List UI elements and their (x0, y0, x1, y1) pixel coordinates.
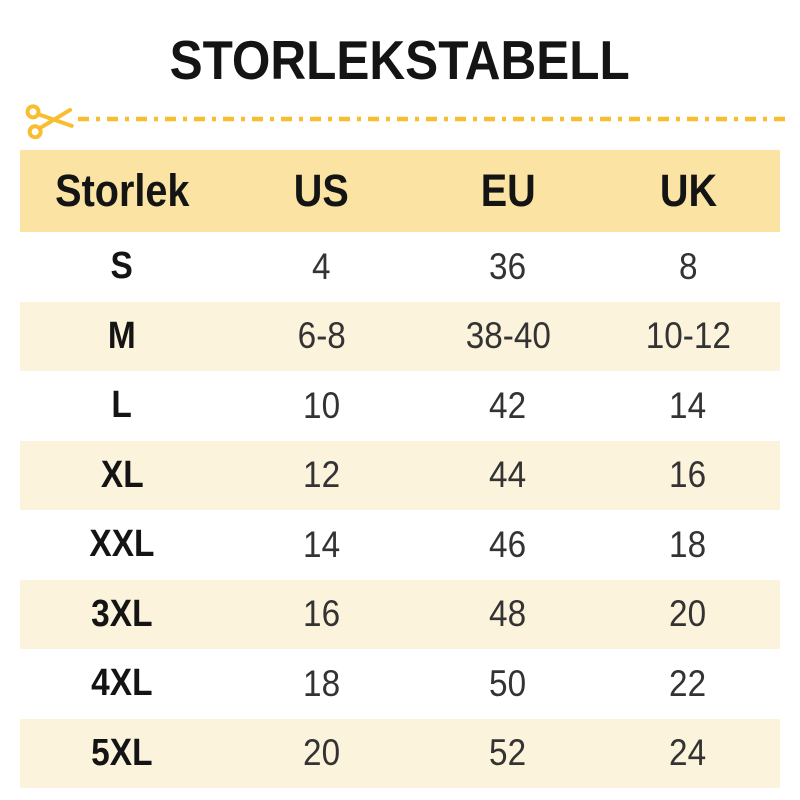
cell-us: 12 (303, 454, 341, 496)
cell-eu: 46 (489, 523, 527, 565)
table-row-s: S 4 36 8 (20, 232, 780, 302)
header-uk-column: UK (596, 165, 780, 217)
cell-eu: 36 (489, 245, 527, 287)
header-us-label: US (294, 165, 350, 216)
dashed-cut-line (78, 116, 792, 122)
cell-uk: 22 (669, 662, 707, 704)
cell-uk: 10-12 (645, 315, 731, 357)
cell-size: XXL (89, 523, 155, 566)
cell-size: XL (100, 453, 144, 496)
cell-size: M (107, 314, 136, 357)
cell-us: 16 (303, 593, 341, 635)
cell-us: 4 (312, 245, 331, 287)
table-row-l: L 10 42 14 (20, 371, 780, 441)
cell-uk: 8 (678, 245, 698, 287)
cell-uk: 18 (669, 523, 707, 565)
header-uk-label: UK (659, 165, 717, 216)
cell-us: 20 (303, 732, 341, 774)
header-size-column: Storlek (20, 165, 224, 217)
cell-eu: 48 (489, 593, 527, 635)
table-row-m: M 6-8 38-40 10-12 (20, 301, 780, 371)
cell-size: L (111, 384, 133, 427)
header-size-label: Storlek (54, 165, 189, 216)
cell-uk: 14 (669, 384, 707, 426)
size-table: Storlek US EU UK S 4 36 8 M 6-8 38-40 10… (20, 150, 780, 788)
cell-eu: 50 (489, 662, 527, 704)
table-row-3xl: 3XL 16 48 20 (20, 579, 780, 649)
cut-line (25, 98, 792, 142)
scissors-icon (25, 104, 74, 140)
table-row-xxl: XXL 14 46 18 (20, 510, 780, 580)
cell-uk: 16 (669, 454, 707, 496)
cell-eu: 42 (489, 384, 527, 426)
cell-us: 14 (303, 523, 341, 565)
cell-size: S (110, 245, 133, 288)
cell-eu: 38-40 (465, 315, 551, 357)
cell-us: 18 (303, 662, 341, 704)
page-title: STORLEKSTABELL (0, 30, 800, 91)
table-row-xl: XL 12 44 16 (20, 440, 780, 510)
header-us-column: US (224, 165, 420, 217)
cell-uk: 24 (669, 732, 707, 774)
cell-size: 4XL (91, 662, 153, 705)
header-eu-column: EU (420, 165, 596, 217)
cell-us: 10 (303, 384, 341, 426)
table-header-row: Storlek US EU UK (20, 150, 780, 232)
cell-us: 6-8 (297, 315, 346, 357)
cell-eu: 52 (489, 732, 527, 774)
cell-uk: 20 (669, 593, 707, 635)
cell-size: 3XL (91, 592, 153, 635)
cell-eu: 44 (489, 454, 527, 496)
header-eu-label: EU (480, 165, 536, 216)
table-row-4xl: 4XL 18 50 22 (20, 649, 780, 719)
cell-size: 5XL (91, 731, 153, 774)
table-row-5xl: 5XL 20 52 24 (20, 718, 780, 788)
page-title-text: STORLEKSTABELL (169, 29, 631, 91)
